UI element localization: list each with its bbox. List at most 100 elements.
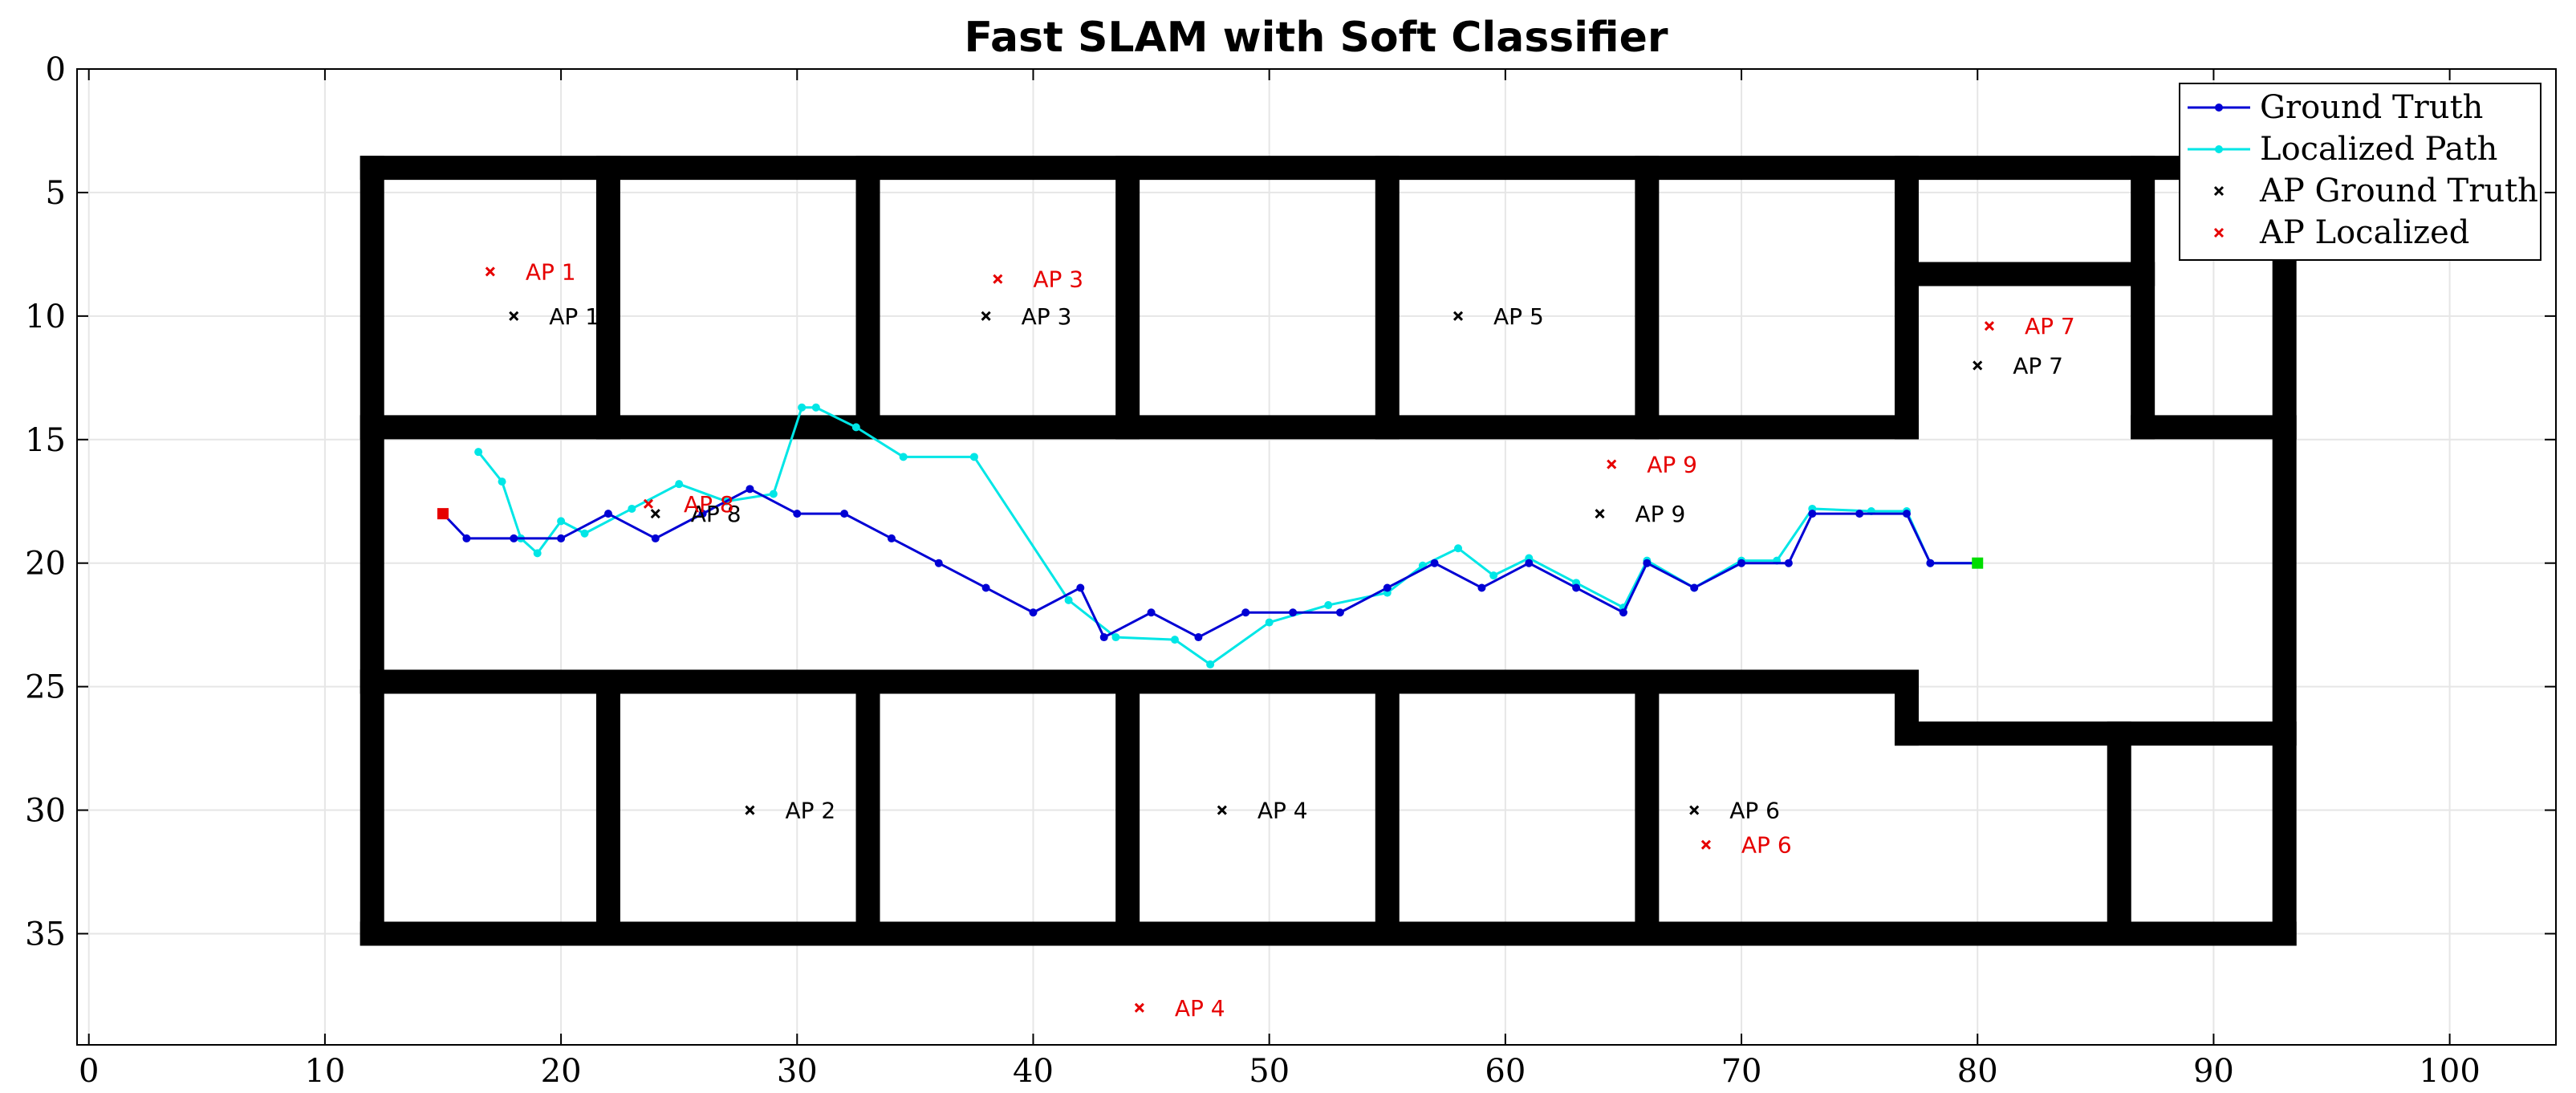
legend-box bbox=[2179, 83, 2541, 261]
ap-ground-truth-marker bbox=[1973, 360, 1983, 371]
ground-truth-point bbox=[1926, 559, 1935, 567]
ap-ground-truth-marker bbox=[745, 805, 755, 815]
ground-truth-line bbox=[441, 487, 1978, 640]
ap-ground-truth-marker bbox=[1453, 311, 1464, 321]
x-tick-label: 0 bbox=[79, 1053, 99, 1090]
ap-localized-label: AP 1 bbox=[526, 258, 576, 285]
localized-path-point bbox=[1206, 660, 1215, 668]
ground-truth-point bbox=[603, 510, 612, 518]
x-tick-label: 20 bbox=[541, 1053, 582, 1090]
chart-title: Fast SLAM with Soft Classifier bbox=[964, 14, 1668, 62]
ap-ground-truth-label: AP 8 bbox=[691, 501, 742, 527]
legend-label: AP Ground Truth bbox=[2259, 173, 2538, 209]
ground-truth-point bbox=[746, 485, 754, 494]
ground-truth-point bbox=[1335, 608, 1344, 617]
ground-truth-point bbox=[1430, 559, 1439, 567]
ground-truth-point bbox=[1076, 583, 1085, 592]
ap-ground-truth-marker bbox=[1689, 805, 1700, 815]
ground-truth-point bbox=[1194, 633, 1203, 642]
ground-truth-point bbox=[1572, 583, 1581, 592]
ap-ground-truth-marker bbox=[509, 311, 519, 321]
localized-path-line bbox=[477, 406, 1978, 666]
end-marker bbox=[1972, 557, 1984, 569]
y-tick-label: 30 bbox=[25, 793, 66, 830]
x-tick-label: 70 bbox=[1721, 1053, 1762, 1090]
localized-path-point bbox=[1265, 618, 1274, 627]
ap-localized-label: AP 9 bbox=[1647, 452, 1697, 478]
x-tick-label: 50 bbox=[1249, 1053, 1290, 1090]
ground-truth-point bbox=[1784, 559, 1793, 567]
localized-path-point bbox=[557, 517, 566, 526]
x-tick-label: 100 bbox=[2419, 1053, 2480, 1090]
ground-truth-point bbox=[1855, 510, 1864, 518]
ap-localized-label: AP 7 bbox=[2025, 313, 2075, 339]
ground-truth-point bbox=[1690, 583, 1699, 592]
ap-localized-marker bbox=[1134, 1002, 1144, 1013]
y-tick-label: 10 bbox=[25, 299, 66, 335]
ap-ground-truth-label: AP 2 bbox=[785, 798, 835, 824]
localized-path-point bbox=[1454, 544, 1463, 553]
ground-truth-point bbox=[510, 534, 518, 542]
ground-truth-point bbox=[934, 559, 943, 567]
localized-path-point bbox=[474, 448, 483, 457]
localized-path-point bbox=[498, 477, 506, 486]
paths bbox=[437, 403, 1984, 668]
legend-label: AP Localized bbox=[2259, 214, 2469, 251]
ap-localized-label: AP 8 bbox=[684, 491, 734, 518]
ap-localized-label: AP 3 bbox=[1033, 266, 1083, 293]
ap-ground-truth-marker bbox=[981, 311, 991, 321]
ap-localized-marker bbox=[993, 274, 1003, 284]
x-tick-label: 30 bbox=[777, 1053, 818, 1090]
x-tick-label: 80 bbox=[1957, 1053, 1998, 1090]
ground-truth-point bbox=[1525, 559, 1534, 567]
ap-localized-marker bbox=[485, 266, 495, 277]
floor-plan-walls bbox=[360, 156, 2297, 946]
x-tick-label: 90 bbox=[2193, 1053, 2234, 1090]
ground-truth-point bbox=[981, 583, 990, 592]
localized-path-point bbox=[1324, 601, 1333, 610]
ground-truth-point bbox=[1643, 559, 1652, 567]
start-marker bbox=[437, 508, 449, 520]
localized-path-point bbox=[769, 490, 778, 498]
ground-truth-point bbox=[1808, 510, 1817, 518]
ap-ground-truth-label: AP 5 bbox=[1493, 303, 1544, 330]
legend-marker-swatch bbox=[2213, 185, 2225, 197]
x-tick-label: 10 bbox=[304, 1053, 345, 1090]
ground-truth-point bbox=[1477, 583, 1486, 592]
y-tick-label: 5 bbox=[46, 175, 66, 212]
ground-truth-point bbox=[1241, 608, 1250, 617]
ground-truth-point bbox=[557, 534, 566, 542]
localized-path-point bbox=[580, 529, 589, 538]
legend-point-swatch bbox=[2215, 145, 2223, 153]
ground-truth-point bbox=[840, 510, 849, 518]
legend: Ground Truth Localized Path AP Ground Trut… bbox=[2179, 83, 2541, 261]
access-points: AP 1 AP 2 AP 3 AP 4 AP 5 AP 6 AP 7 AP 8 AP 9 AP 1… bbox=[485, 258, 2075, 1022]
ap-ground-truth-label: AP 1 bbox=[549, 303, 599, 330]
y-tick-label: 20 bbox=[25, 546, 66, 583]
ground-truth-point bbox=[887, 534, 896, 542]
ground-truth-point bbox=[1099, 633, 1108, 642]
ground-truth-point bbox=[462, 534, 471, 542]
ground-truth-point bbox=[1737, 559, 1746, 567]
plot-frame bbox=[76, 68, 2557, 1046]
localized-path-point bbox=[969, 453, 978, 461]
ap-localized-marker bbox=[1607, 459, 1617, 469]
localized-path-point bbox=[1170, 636, 1179, 644]
localized-path-point bbox=[1111, 633, 1120, 642]
localized-path-point bbox=[533, 549, 542, 558]
ap-ground-truth-label: AP 3 bbox=[1022, 303, 1072, 330]
localized-path-point bbox=[899, 453, 908, 461]
ground-truth-point bbox=[1902, 510, 1911, 518]
localized-path-point bbox=[675, 480, 684, 489]
ap-ground-truth-label: AP 4 bbox=[1258, 798, 1308, 824]
ap-ground-truth-marker bbox=[650, 509, 660, 519]
ap-localized-marker bbox=[1984, 321, 1995, 331]
ground-truth-point bbox=[1289, 608, 1298, 617]
y-tick-label: 35 bbox=[25, 916, 66, 953]
ap-ground-truth-marker bbox=[1217, 805, 1227, 815]
ground-truth-point bbox=[698, 510, 707, 518]
localized-path-point bbox=[628, 504, 636, 513]
localized-path-point bbox=[798, 403, 807, 412]
ground-truth-point bbox=[1619, 608, 1627, 617]
